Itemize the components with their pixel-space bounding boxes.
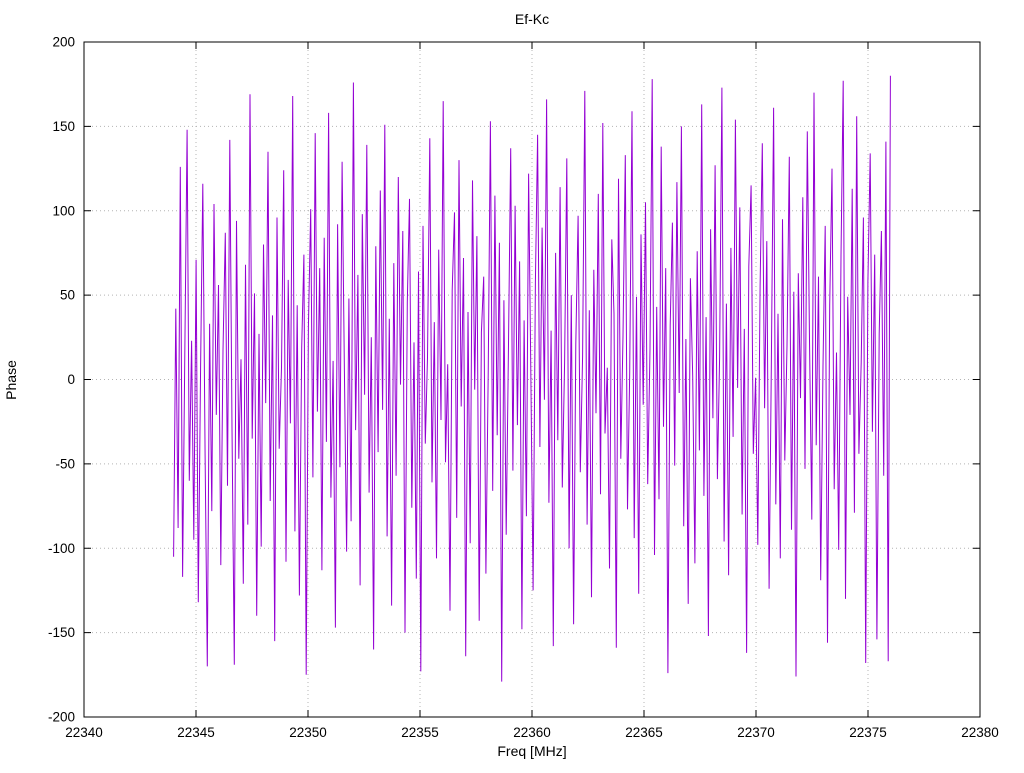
- y-tick-label: -150: [48, 625, 75, 640]
- y-tick-label: 100: [52, 203, 75, 218]
- x-tick-label: 22380: [961, 725, 999, 740]
- x-tick-label: 22365: [625, 725, 663, 740]
- x-tick-label: 22360: [513, 725, 551, 740]
- y-tick-label: 200: [52, 35, 75, 50]
- x-axis-label: Freq [MHz]: [497, 743, 566, 759]
- plot-border: [83, 41, 981, 718]
- tick-labels: 22340 22345 22350 22355 22360 22365 22370 22375…: [48, 35, 999, 741]
- y-tick-label: -100: [48, 541, 75, 556]
- y-tick-label: -50: [55, 456, 75, 471]
- x-tick-label: 22375: [849, 725, 887, 740]
- x-tick-label: 22340: [65, 725, 103, 740]
- x-tick-label: 22370: [737, 725, 775, 740]
- y-tick-label: 50: [60, 288, 75, 303]
- axes: [83, 41, 981, 718]
- x-tick-label: 22355: [401, 725, 439, 740]
- y-tick-label: 150: [52, 119, 75, 134]
- y-tick-label: -200: [48, 710, 75, 725]
- grid-lines: [83, 41, 981, 718]
- x-tick-label: 22350: [289, 725, 327, 740]
- phase-line: [173, 75, 891, 682]
- data-series: [173, 75, 891, 682]
- y-axis-label: Phase: [3, 360, 19, 400]
- x-tick-label: 22345: [177, 725, 215, 740]
- y-tick-label: 0: [67, 372, 75, 387]
- chart-title: Ef-Kc: [515, 11, 549, 27]
